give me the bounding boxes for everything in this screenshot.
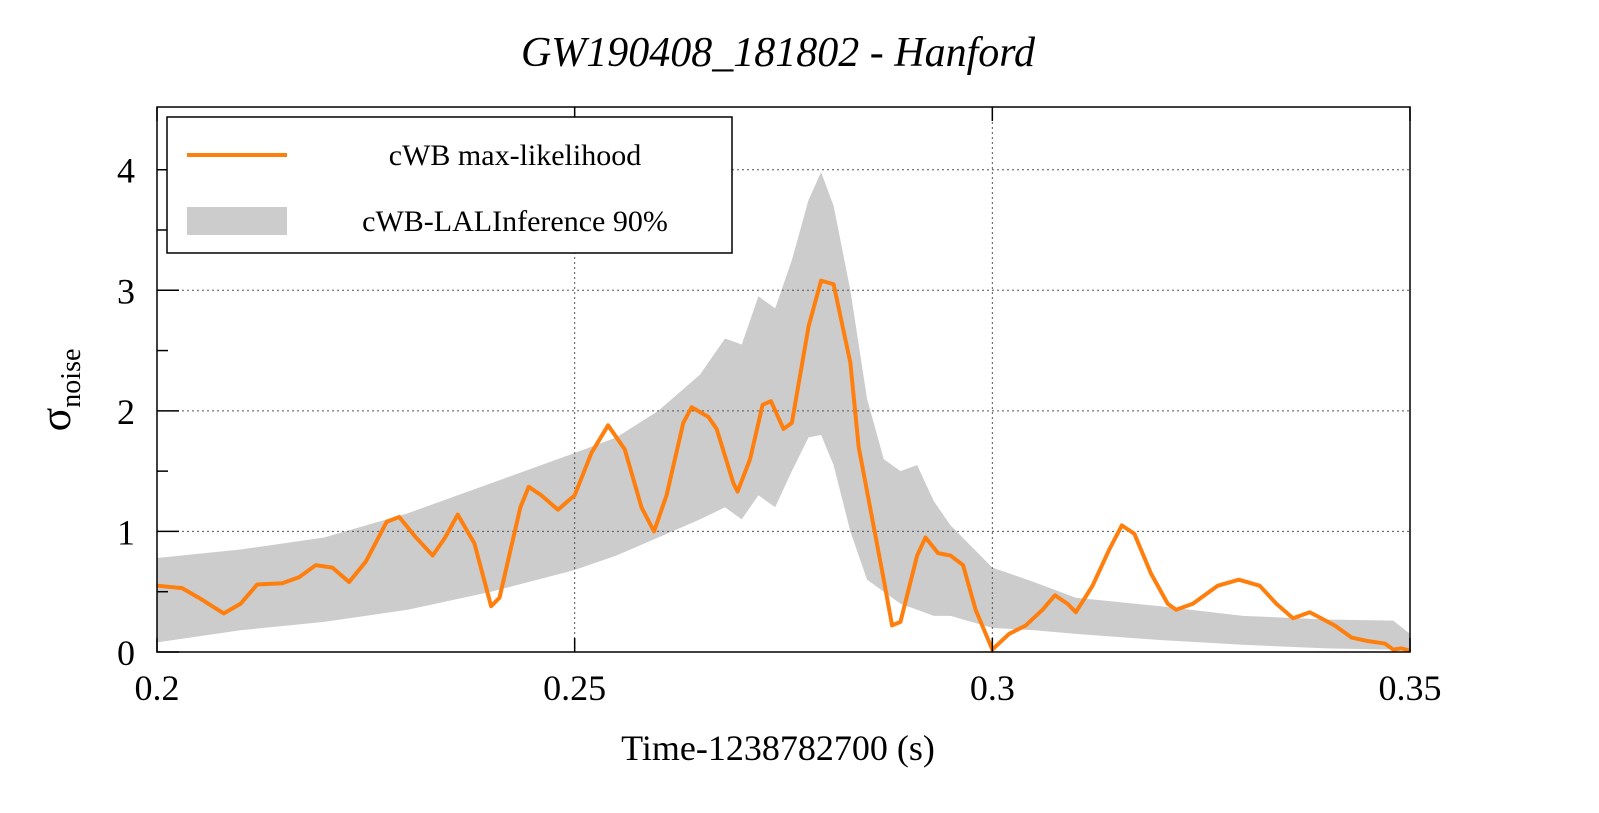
x-tick-label: 0.2: [135, 668, 180, 708]
y-label-subscript: noise: [56, 349, 87, 408]
legend-swatch: [187, 207, 287, 235]
legend-label: cWB max-likelihood: [389, 139, 641, 172]
y-tick-label: 2: [117, 392, 135, 432]
x-tick-label: 0.25: [543, 668, 606, 708]
y-label-symbol: σ: [31, 407, 80, 431]
data-line: [156, 278, 1411, 653]
y-tick-label: 0: [117, 633, 135, 673]
plot-frame: [156, 106, 1411, 653]
legend-label: cWB-LALInference 90%: [362, 205, 668, 238]
x-tick-label: 0.35: [1379, 668, 1442, 708]
y-tick-label: 1: [117, 512, 135, 552]
y-tick-label: 3: [117, 271, 135, 311]
y-axis-label: σnoise: [31, 349, 87, 432]
confidence-band: [157, 172, 1410, 652]
y-tick-label: 4: [117, 151, 135, 191]
x-tick-label: 0.3: [970, 668, 1015, 708]
chart-title: GW190408_181802 - Hanford: [521, 30, 1036, 76]
x-axis-label: Time-1238782700 (s): [621, 728, 935, 768]
